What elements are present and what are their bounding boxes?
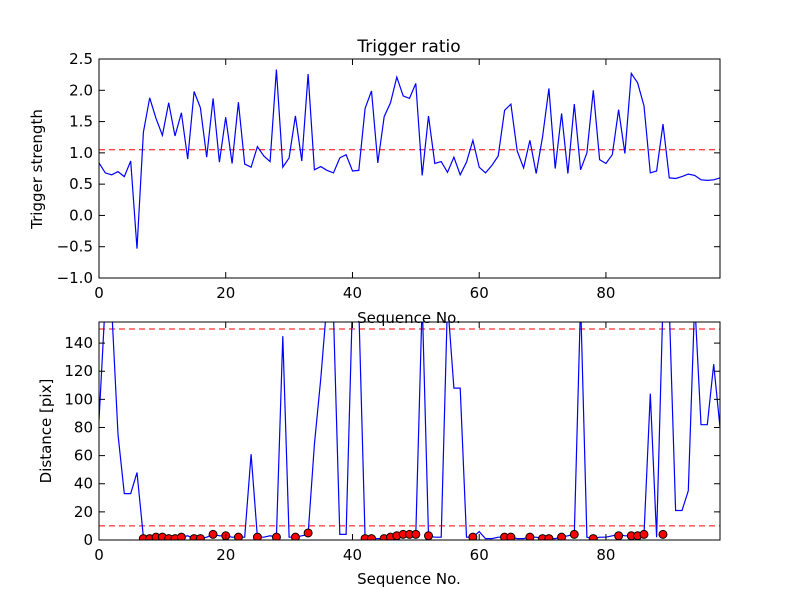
bottom-y-tick-label: 40: [74, 475, 93, 493]
bottom-y-tick-label: 60: [74, 447, 93, 465]
bottom-marker-point: [271, 532, 281, 540]
bottom-marker-point: [208, 529, 218, 539]
top-x-tick-label: 40: [343, 284, 362, 302]
bottom-y-tick-label: 80: [74, 418, 93, 436]
bottom-marker-point: [303, 528, 313, 538]
top-x-tick-label: 0: [94, 284, 104, 302]
bottom-marker-point: [525, 532, 535, 540]
top-x-tick-label: 60: [470, 284, 489, 302]
bottom-marker-point: [195, 534, 205, 540]
bottom-axes-frame: [98, 321, 721, 541]
bottom-x-tick-label: 20: [216, 546, 235, 564]
bottom-marker-point: [658, 529, 668, 539]
bottom-marker-point: [557, 532, 567, 540]
bottom-marker-point: [588, 534, 598, 540]
bottom-y-tick-label: 100: [64, 390, 93, 408]
bottom-marker-point: [176, 532, 186, 540]
bottom-x-tick-label: 40: [343, 546, 362, 564]
bottom-marker-point: [233, 532, 243, 540]
top-y-tick-label: 1.5: [69, 113, 93, 131]
top-x-axis-label: Sequence No.: [357, 309, 461, 327]
bottom-marker-point: [366, 534, 376, 540]
top-y-tick-label: 1.0: [69, 144, 93, 162]
bottom-marker-point: [252, 532, 262, 540]
bottom-x-tick-label: 0: [94, 546, 104, 564]
top-x-tick-label: 80: [596, 284, 615, 302]
top-y-tick-label: 0.0: [69, 206, 93, 224]
bottom-y-tick-label: 0: [83, 531, 93, 549]
bottom-marker-point: [639, 529, 649, 539]
bottom-marker-point: [544, 534, 554, 540]
top-chart-title: Trigger ratio: [356, 37, 460, 57]
bottom-y-tick-label: 20: [74, 503, 93, 521]
top-plot-area: [99, 69, 720, 249]
bottom-plot-area: [99, 322, 720, 540]
bottom-marker-point: [290, 532, 300, 540]
top-y-tick-label: 2.5: [69, 50, 93, 68]
top-y-tick-label: 2.0: [69, 81, 93, 99]
bottom-marker-point: [614, 531, 624, 540]
top-axes-frame: [98, 58, 721, 279]
top-ticks: 0 20 40 60 80 −1.0 −0.5 0.0 0.5 1.0 1.5 2.0 2.5: [57, 50, 720, 302]
bottom-y-tick-label: 120: [64, 362, 93, 380]
bottom-series-line: [99, 322, 720, 540]
top-y-axis-label: Trigger strength: [28, 109, 46, 230]
bottom-x-tick-label: 60: [470, 546, 489, 564]
bottom-y-tick-label: 140: [64, 334, 93, 352]
bottom-marker-point: [506, 532, 516, 540]
bottom-marker-point: [468, 532, 478, 540]
bottom-ticks: 0 20 40 60 80 0 20 40 60 80 100 120 140: [64, 322, 720, 564]
bottom-x-axis-label: Sequence No.: [357, 570, 461, 588]
top-x-tick-label: 20: [216, 284, 235, 302]
bottom-marker-point: [411, 529, 421, 539]
top-subplot: Trigger ratio 0 20 40 60 80 −1.0 −0.5 0.0 0.5 1.0…: [28, 37, 721, 327]
top-series-line: [99, 69, 720, 249]
bottom-marker-point: [569, 529, 579, 539]
bottom-x-tick-label: 80: [596, 546, 615, 564]
bottom-subplot: 0 20 40 60 80 0 20 40 60 80 100 120 140 Sequence No.…: [37, 321, 721, 588]
top-y-tick-label: −1.0: [57, 269, 93, 287]
top-y-tick-label: −0.5: [57, 238, 93, 256]
top-y-tick-label: 0.5: [69, 175, 93, 193]
bottom-y-axis-label: Distance [pix]: [37, 379, 55, 484]
bottom-marker-point: [424, 531, 434, 540]
